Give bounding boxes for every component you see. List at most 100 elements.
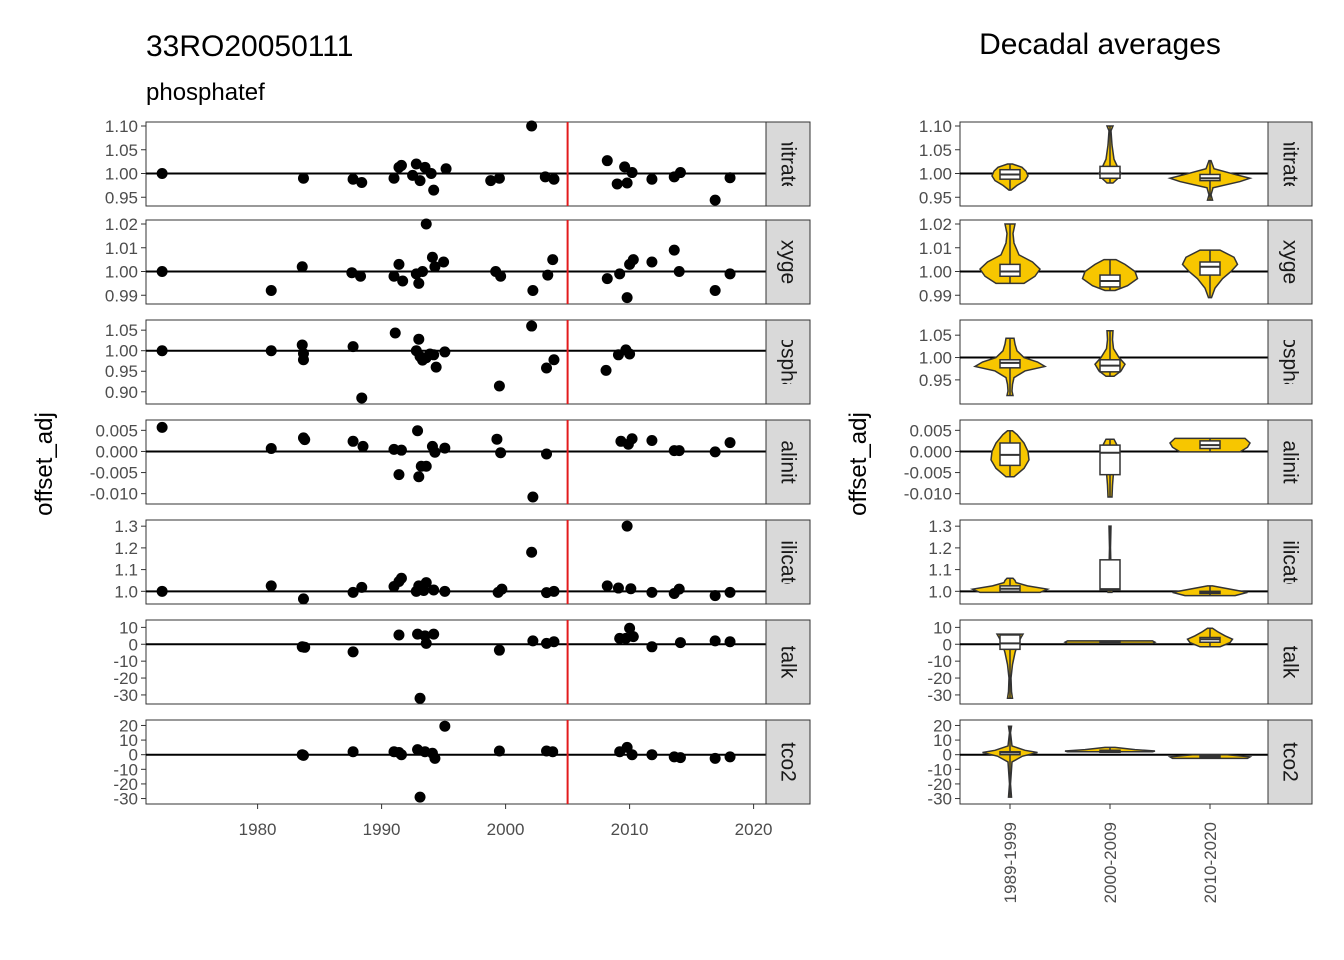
data-point (601, 580, 613, 592)
right-phosphate-ytick-label: 0.95 (919, 371, 952, 390)
data-point (600, 364, 612, 376)
data-point (297, 354, 309, 366)
left-talk-ytick-label: -20 (113, 669, 138, 688)
scatter-panel-border (145, 719, 767, 805)
data-point (709, 590, 721, 602)
data-point (265, 345, 277, 357)
data-point (297, 593, 309, 605)
data-point (410, 158, 422, 170)
right-salinity-ytick-label: 0.005 (909, 421, 952, 440)
left-salinity-ytick-label: -0.005 (90, 464, 138, 483)
data-point (347, 341, 359, 353)
right-oxygen-strip-label: oxygen (1279, 228, 1302, 296)
right-talk-ytick-label: -10 (927, 652, 952, 671)
data-point (673, 583, 685, 595)
left-tco2-ytick-label: 10 (119, 731, 138, 750)
right-nitrate-ytick-label: 1.00 (919, 165, 952, 184)
right-salinity-strip-label: salinity (1279, 430, 1302, 495)
right-tco2-ytick-label: -20 (927, 775, 952, 794)
data-point (621, 292, 633, 304)
data-point (527, 491, 539, 503)
data-point (526, 120, 538, 132)
data-point (428, 349, 440, 361)
data-point (439, 442, 451, 454)
violin-panel-salinity: -0.010 -0.005 0.000 0.005 salinity (904, 419, 1313, 505)
data-point (646, 173, 658, 185)
right-tco2-ytick-label: 20 (933, 716, 952, 735)
right-phosphate-strip-label: phosphate (1279, 313, 1302, 411)
data-point (156, 421, 168, 433)
scatter-panel-oxygen: 0.99 1.00 1.01 1.02 oxygen (105, 215, 811, 305)
violin-panel-border (959, 719, 1269, 805)
data-point (724, 437, 736, 449)
left-tco2-strip (765, 719, 811, 805)
left-phosphate-strip-label: phosphate (777, 313, 800, 411)
scatter-panel-border (145, 419, 767, 505)
data-point (548, 636, 560, 648)
data-point (429, 446, 441, 458)
box-iqr (999, 263, 1021, 277)
data-point (547, 254, 559, 266)
data-point (709, 194, 721, 206)
data-point (673, 266, 685, 277)
left-talk-strip (765, 619, 811, 705)
x-tick-label: 2000 (487, 820, 525, 839)
right-oxygen-ytick-label: 1.00 (919, 263, 952, 282)
data-point (414, 791, 426, 803)
right-silicate-ytick-label: 1.3 (928, 517, 952, 536)
data-point (356, 581, 368, 593)
data-point (621, 177, 633, 189)
right-nitrate-strip-label: nitrate (1279, 135, 1302, 193)
violin-panel-nitrate: 0.95 1.00 1.05 1.10 nitrate (919, 117, 1313, 207)
data-point (646, 749, 658, 761)
left-nitrate-ytick-label: 1.05 (105, 141, 138, 160)
data-point (624, 348, 636, 360)
data-point (299, 434, 311, 446)
violin-panel-silicate: 1.0 1.1 1.2 1.3 silicate (928, 517, 1313, 605)
data-point (612, 582, 624, 594)
right-title: Decadal averages (979, 28, 1221, 61)
data-point (393, 629, 405, 641)
data-point (485, 175, 497, 187)
data-point (420, 460, 432, 472)
data-point (347, 646, 359, 658)
data-point (428, 628, 440, 640)
data-point (627, 254, 639, 266)
scatter-panel-border (145, 319, 767, 405)
data-point (493, 745, 505, 757)
right-talk-ytick-label: 10 (933, 618, 952, 637)
data-point (395, 749, 407, 761)
right-silicate-ytick-label: 1.0 (928, 582, 952, 601)
data-point (347, 746, 359, 758)
x-tick-label: 2010 (611, 820, 649, 839)
left-nitrate-ytick-label: 1.00 (105, 165, 138, 184)
scatter-panel-nitrate: 0.95 1.00 1.05 1.10 nitrate (105, 117, 811, 207)
x-tick-label: 2010-2020 (1201, 822, 1220, 903)
left-salinity-strip (765, 419, 811, 505)
data-point (526, 546, 538, 558)
data-point (429, 752, 441, 764)
right-tco2-strip-label: tco2 (1279, 742, 1302, 782)
data-point (347, 435, 359, 447)
right-salinity-strip (1267, 419, 1313, 505)
data-point (674, 637, 686, 649)
left-nitrate-strip (765, 121, 811, 207)
data-point (527, 635, 539, 647)
left-silicate-strip-label: silicate (777, 530, 800, 594)
data-point (388, 172, 400, 184)
left-salinity-ytick-label: -0.010 (90, 485, 138, 504)
data-point (611, 178, 623, 190)
left-title: 33RO20050111 (146, 30, 353, 63)
left-talk-ytick-label: -10 (113, 652, 138, 671)
data-point (265, 442, 277, 454)
data-point (420, 637, 432, 649)
data-point (626, 749, 638, 761)
data-point (297, 172, 309, 184)
scatter-panel-silicate: 1.0 1.1 1.2 1.3 silicate (114, 517, 811, 605)
data-point (357, 440, 369, 452)
data-point (388, 270, 400, 282)
x-tick-label: 1990 (363, 820, 401, 839)
scatter-panel-border (145, 121, 767, 207)
